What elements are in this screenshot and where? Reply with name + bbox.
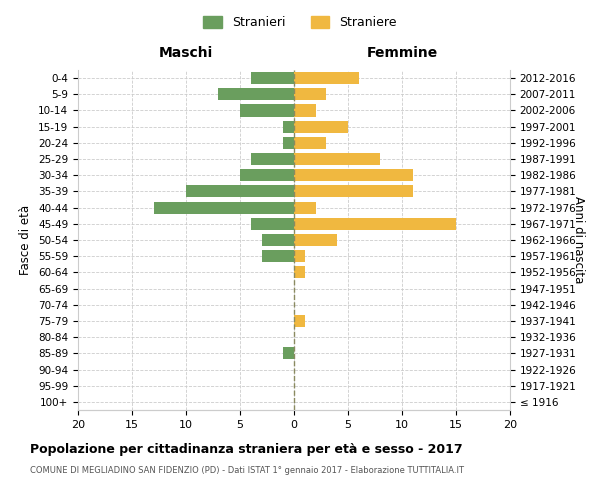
- Bar: [283, 137, 294, 149]
- Bar: [294, 202, 316, 213]
- Bar: [294, 120, 348, 132]
- Bar: [294, 169, 413, 181]
- Bar: [218, 88, 294, 101]
- Text: Femmine: Femmine: [367, 46, 437, 60]
- Bar: [294, 234, 337, 246]
- Bar: [294, 186, 413, 198]
- Bar: [251, 218, 294, 230]
- Bar: [240, 104, 294, 117]
- Bar: [154, 202, 294, 213]
- Bar: [294, 153, 380, 165]
- Bar: [262, 250, 294, 262]
- Text: Popolazione per cittadinanza straniera per età e sesso - 2017: Popolazione per cittadinanza straniera p…: [30, 442, 463, 456]
- Text: COMUNE DI MEGLIADINO SAN FIDENZIO (PD) - Dati ISTAT 1° gennaio 2017 - Elaborazio: COMUNE DI MEGLIADINO SAN FIDENZIO (PD) -…: [30, 466, 464, 475]
- Bar: [186, 186, 294, 198]
- Y-axis label: Fasce di età: Fasce di età: [19, 205, 32, 275]
- Bar: [294, 137, 326, 149]
- Text: Maschi: Maschi: [159, 46, 213, 60]
- Bar: [251, 72, 294, 84]
- Bar: [294, 218, 456, 230]
- Bar: [294, 104, 316, 117]
- Bar: [294, 315, 305, 327]
- Bar: [240, 169, 294, 181]
- Bar: [283, 348, 294, 360]
- Y-axis label: Anni di nascita: Anni di nascita: [572, 196, 585, 284]
- Bar: [283, 120, 294, 132]
- Bar: [251, 153, 294, 165]
- Bar: [262, 234, 294, 246]
- Bar: [294, 266, 305, 278]
- Legend: Stranieri, Straniere: Stranieri, Straniere: [203, 16, 397, 29]
- Bar: [294, 72, 359, 84]
- Bar: [294, 88, 326, 101]
- Bar: [294, 250, 305, 262]
